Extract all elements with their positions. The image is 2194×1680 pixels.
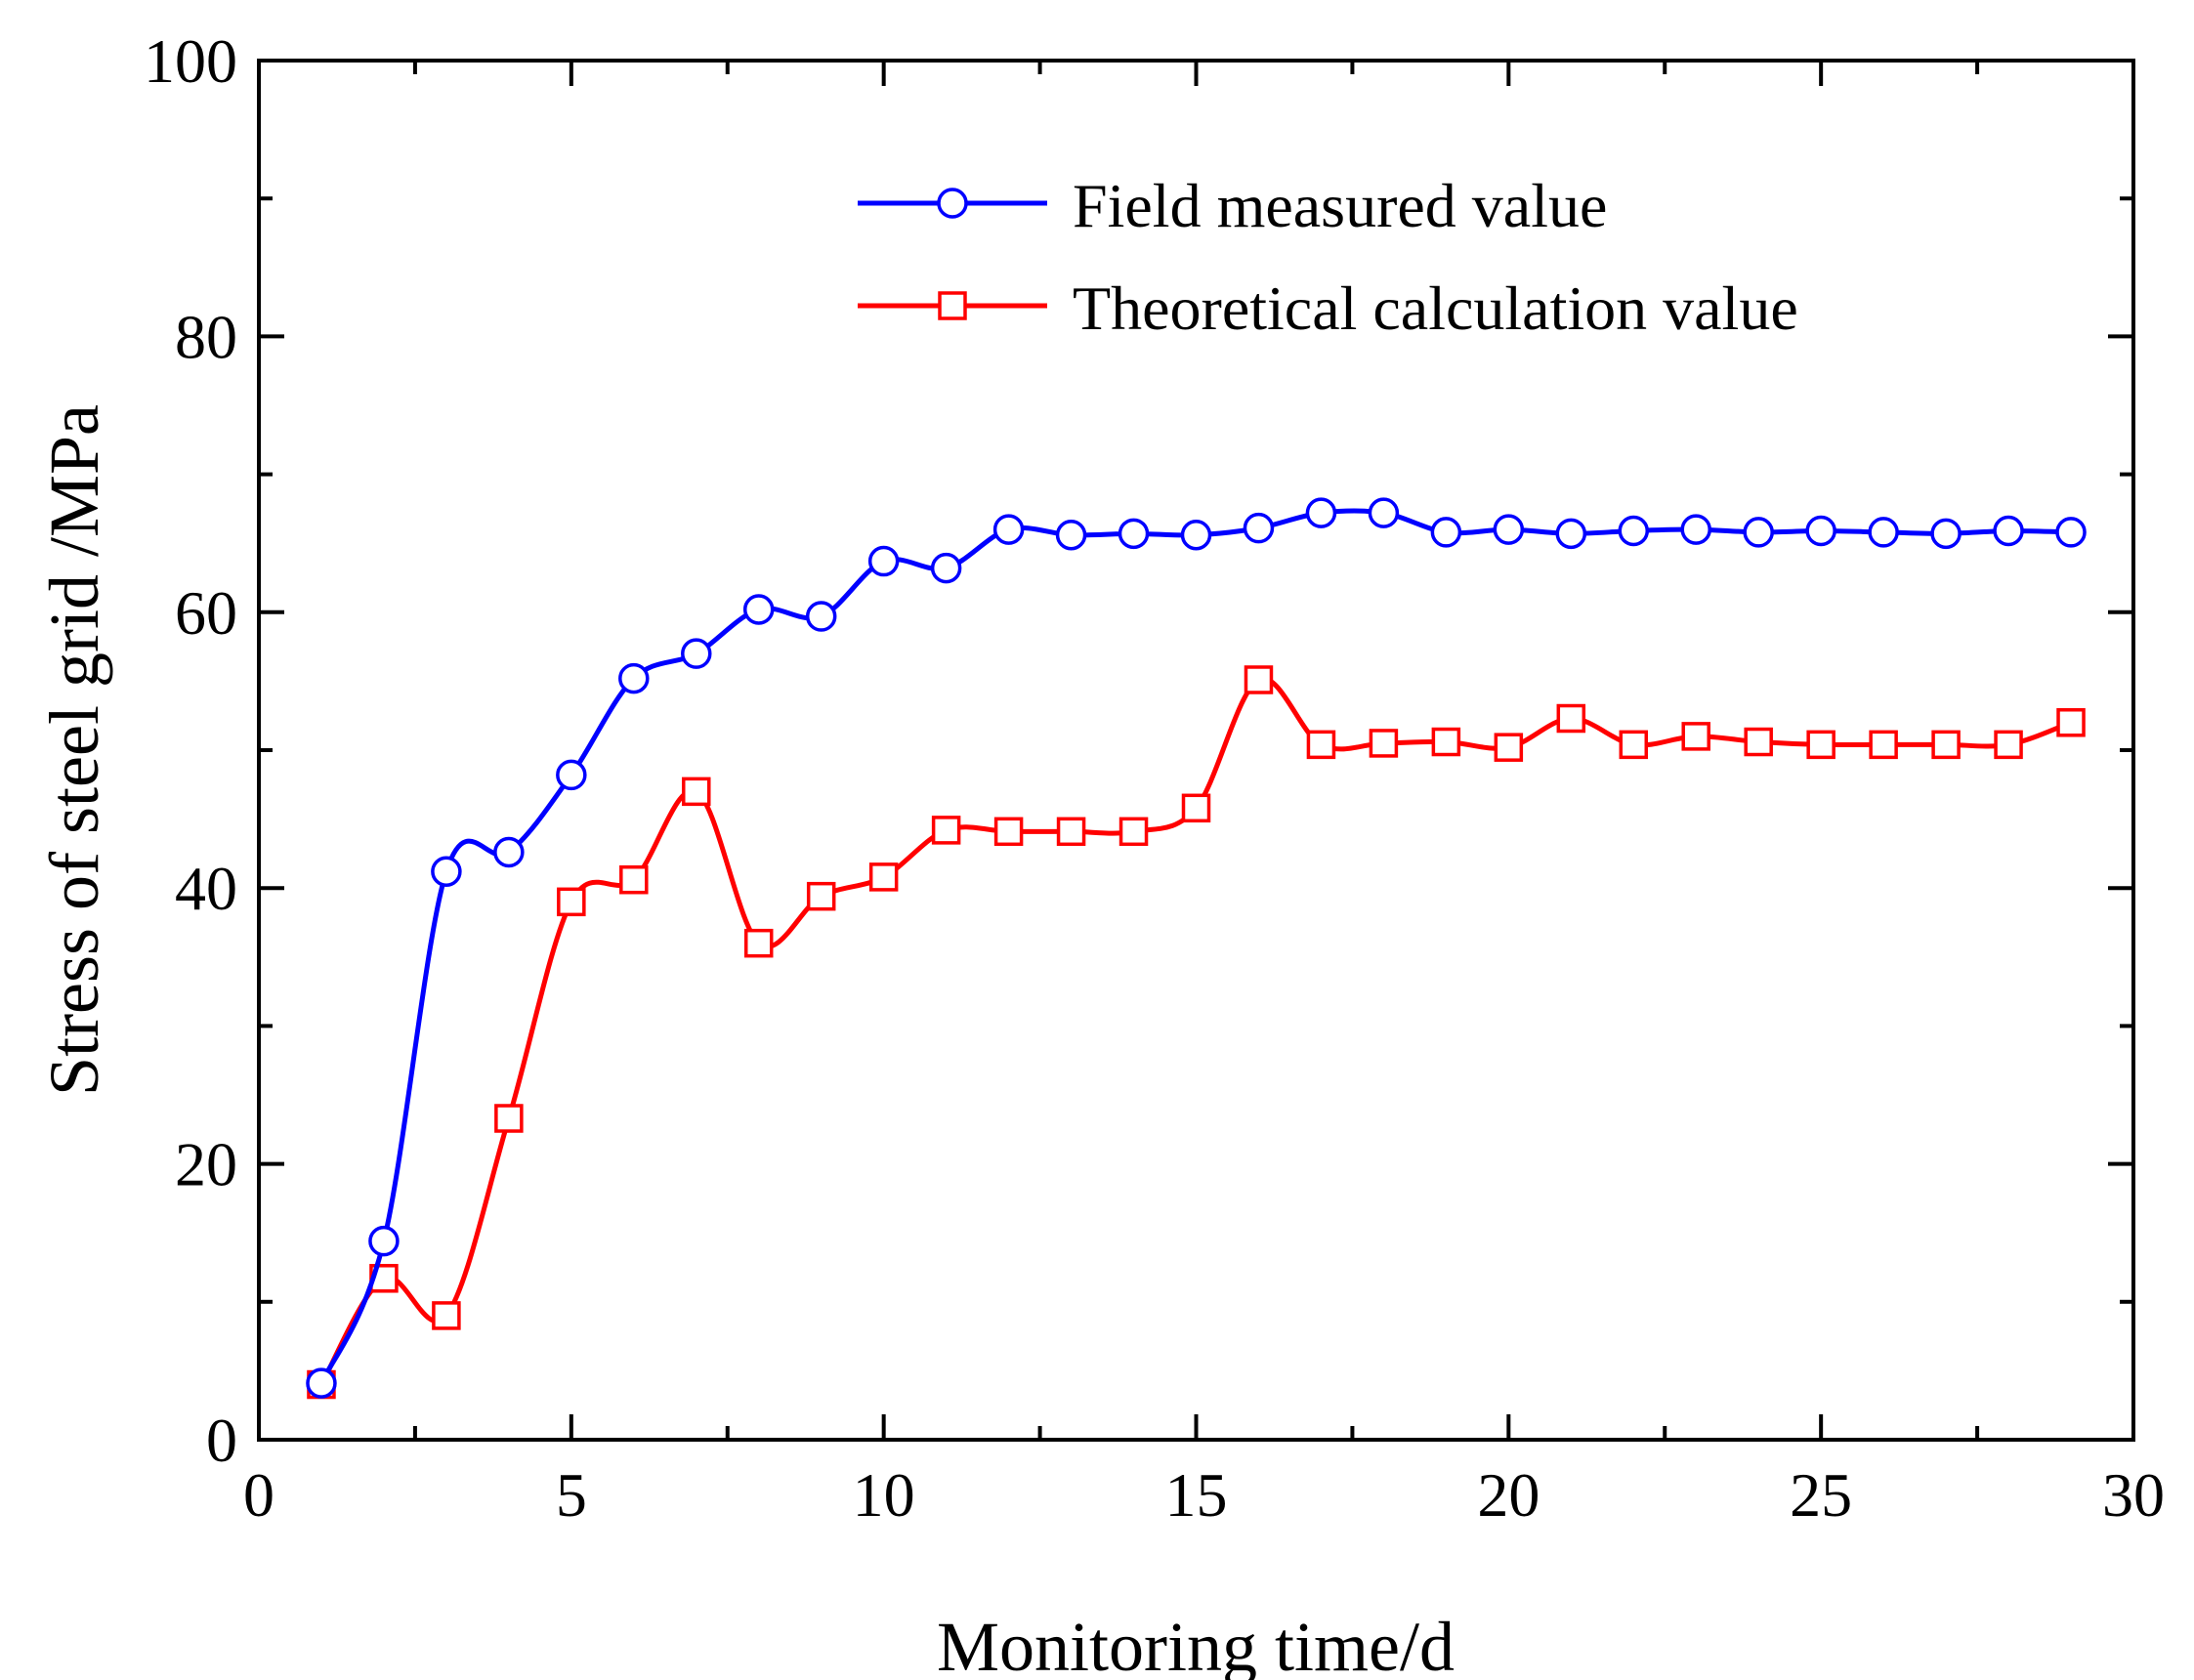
series-theoretical-calculation bbox=[307, 665, 2086, 1400]
data-point bbox=[1244, 665, 1274, 694]
data-point bbox=[806, 881, 836, 911]
data-point bbox=[931, 816, 961, 845]
data-point bbox=[1930, 518, 1962, 550]
data-point bbox=[1118, 817, 1149, 847]
data-point bbox=[431, 856, 462, 888]
data-point bbox=[1869, 730, 1898, 760]
data-point bbox=[993, 817, 1024, 847]
data-point bbox=[493, 836, 525, 868]
x-tick-label: 20 bbox=[1477, 1460, 1540, 1530]
legend-field-marker bbox=[937, 188, 968, 219]
data-point bbox=[618, 662, 650, 694]
data-point bbox=[1993, 515, 2024, 547]
legend-theoretical-marker bbox=[938, 291, 967, 320]
plot-frame bbox=[257, 59, 2135, 1442]
data-point bbox=[1306, 730, 1336, 760]
plot-series bbox=[306, 497, 2087, 1400]
data-point bbox=[1181, 793, 1211, 823]
y-tick-label: 100 bbox=[144, 26, 237, 96]
x-tick-label: 0 bbox=[243, 1460, 274, 1530]
y-tick-label: 0 bbox=[206, 1406, 237, 1475]
data-point bbox=[557, 887, 586, 917]
y-tick-label: 80 bbox=[175, 302, 237, 371]
y-axis-title: Stress of steel grid /MPa bbox=[35, 404, 113, 1096]
data-point bbox=[1994, 730, 2023, 760]
y-tick-label: 20 bbox=[175, 1130, 237, 1199]
legend-field-label: Field measured value bbox=[1073, 171, 1607, 240]
data-point bbox=[1618, 515, 1650, 547]
legend: Field measured value Theoretical calcula… bbox=[858, 171, 1798, 343]
data-point bbox=[1430, 517, 1462, 548]
data-point bbox=[368, 1225, 400, 1257]
data-point bbox=[742, 594, 775, 625]
y-tick-label: 60 bbox=[175, 578, 237, 648]
x-tick-label: 15 bbox=[1165, 1460, 1228, 1530]
x-tick-label: 25 bbox=[1790, 1460, 1852, 1530]
x-tick-label: 30 bbox=[2102, 1460, 2165, 1530]
x-tick-labels: 0 5 10 15 20 25 30 bbox=[243, 1460, 2165, 1530]
y-tick-labels: 0 20 40 60 80 100 bbox=[144, 26, 237, 1475]
data-point bbox=[1556, 703, 1586, 734]
data-point bbox=[1806, 730, 1835, 760]
data-point bbox=[868, 862, 899, 892]
data-point bbox=[743, 928, 774, 958]
data-point bbox=[1868, 517, 1899, 548]
data-point bbox=[1305, 497, 1337, 528]
data-point bbox=[1243, 512, 1275, 544]
data-point bbox=[1743, 517, 1774, 548]
data-point bbox=[1744, 727, 1773, 757]
x-axis-title: Monitoring time/d bbox=[937, 1608, 1455, 1680]
data-point bbox=[1494, 733, 1524, 762]
x-tick-label: 5 bbox=[556, 1460, 587, 1530]
legend-theoretical-label: Theoretical calculation value bbox=[1073, 273, 1798, 343]
data-point bbox=[930, 552, 962, 584]
data-point bbox=[1619, 730, 1649, 760]
data-point bbox=[432, 1301, 461, 1330]
data-point bbox=[1369, 729, 1399, 758]
data-point bbox=[805, 601, 837, 632]
data-point bbox=[494, 1104, 524, 1133]
data-point bbox=[1931, 730, 1961, 760]
data-point bbox=[1680, 514, 1711, 545]
data-point bbox=[1118, 518, 1150, 550]
data-point bbox=[1431, 727, 1461, 757]
data-point bbox=[1056, 817, 1086, 847]
series-field-measured bbox=[306, 497, 2087, 1399]
data-point bbox=[2056, 708, 2086, 737]
data-point bbox=[682, 777, 711, 807]
x-tick-label: 10 bbox=[853, 1460, 915, 1530]
data-point bbox=[1055, 519, 1087, 551]
data-point bbox=[619, 864, 649, 895]
data-point bbox=[1555, 518, 1587, 550]
data-point bbox=[1368, 497, 1400, 528]
data-point bbox=[1180, 519, 1212, 551]
data-point bbox=[2055, 517, 2087, 548]
data-point bbox=[867, 545, 900, 577]
data-point bbox=[306, 1367, 337, 1399]
data-point bbox=[681, 638, 712, 669]
data-point bbox=[556, 759, 587, 791]
data-point bbox=[1493, 514, 1525, 545]
data-point bbox=[1681, 722, 1710, 751]
y-tick-label: 40 bbox=[175, 854, 237, 923]
data-point bbox=[1805, 515, 1836, 547]
data-point bbox=[992, 514, 1025, 545]
